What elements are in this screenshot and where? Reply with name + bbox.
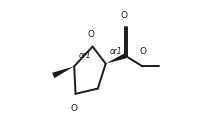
Polygon shape <box>106 53 126 64</box>
Text: O: O <box>120 11 128 20</box>
Text: or1: or1 <box>79 51 91 60</box>
Text: O: O <box>87 30 94 39</box>
Polygon shape <box>52 66 74 78</box>
Text: O: O <box>140 48 147 56</box>
Text: or1: or1 <box>110 47 122 56</box>
Text: O: O <box>71 104 78 113</box>
